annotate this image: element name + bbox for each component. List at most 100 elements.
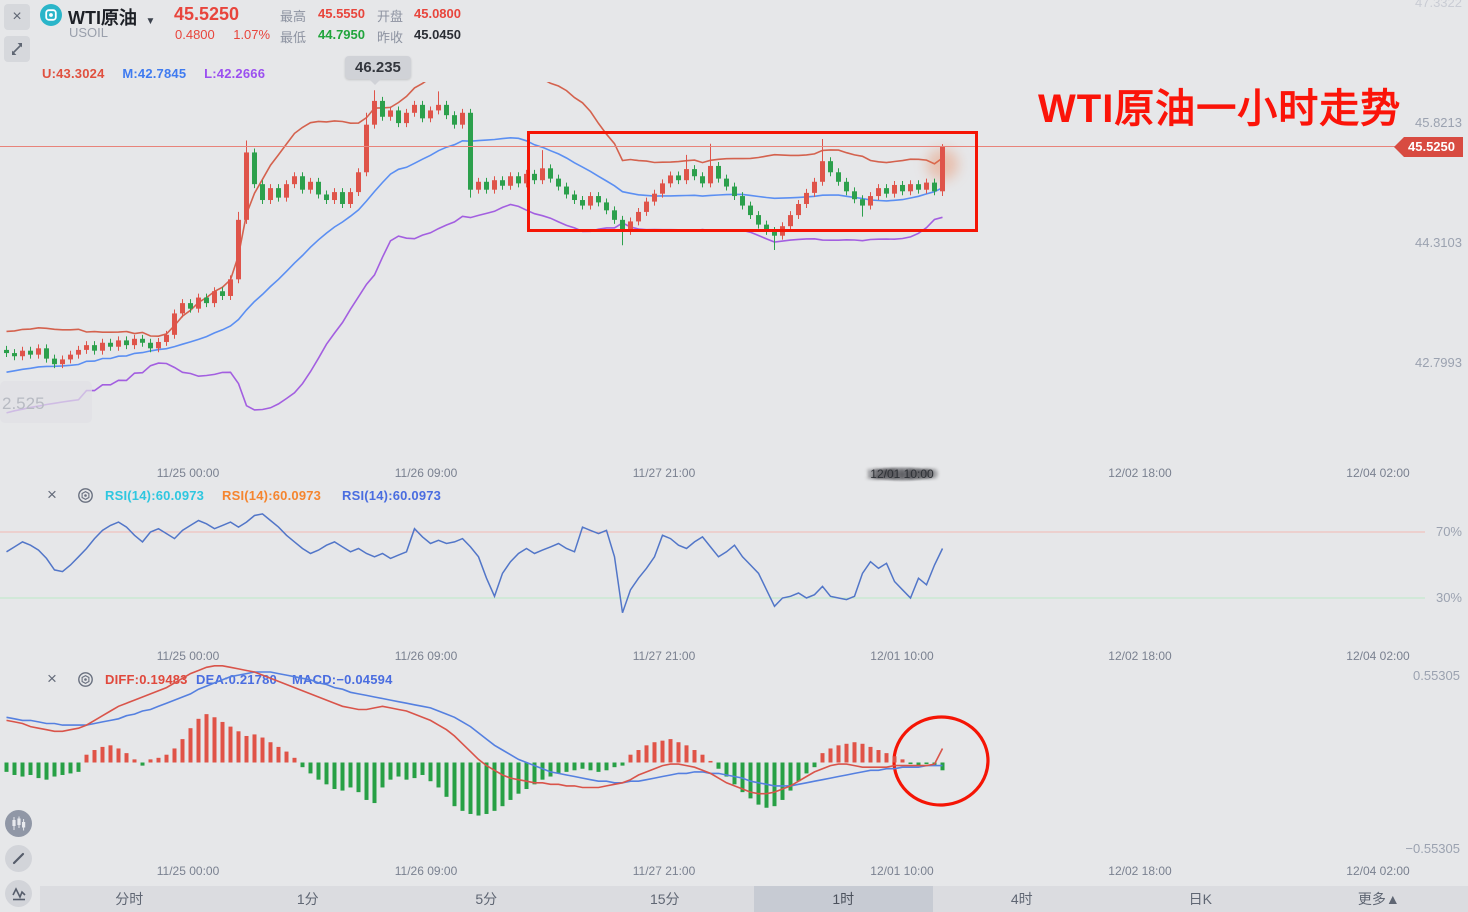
timeframe-3[interactable]: 5分 bbox=[475, 891, 498, 907]
timeframe-7[interactable]: 日K bbox=[1188, 891, 1212, 907]
macd-histogram-bar bbox=[780, 762, 785, 800]
macd-settings-button[interactable] bbox=[77, 671, 94, 693]
macd-histogram-bar bbox=[20, 762, 25, 777]
candle-body bbox=[364, 124, 369, 173]
candle-body bbox=[124, 340, 129, 346]
candle-body bbox=[140, 338, 145, 343]
candle-body bbox=[460, 112, 465, 125]
candle-body bbox=[812, 181, 817, 193]
macd-histogram-bar bbox=[516, 762, 521, 794]
macd-histogram-bar bbox=[636, 750, 641, 763]
timeframe-8[interactable]: 更多▲ bbox=[1357, 891, 1400, 907]
macd-histogram-bar bbox=[356, 762, 361, 793]
macd-histogram-bar bbox=[812, 762, 817, 768]
pulse-line-icon bbox=[11, 886, 26, 900]
candle-body bbox=[412, 104, 417, 113]
timeframe-5[interactable]: 1时 bbox=[832, 891, 855, 907]
indicator-button[interactable] bbox=[5, 880, 32, 907]
candle-body bbox=[452, 115, 457, 125]
candle-body bbox=[420, 104, 425, 119]
time-label: 11/26 09:00 bbox=[394, 864, 458, 878]
timeframe-4[interactable]: 15分 bbox=[649, 891, 680, 907]
time-label: 12/02 18:00 bbox=[1108, 466, 1172, 480]
candle-body bbox=[516, 176, 521, 184]
macd-close-button[interactable]: × bbox=[47, 669, 57, 688]
time-label: 11/25 00:00 bbox=[156, 649, 220, 663]
rsi-settings-button[interactable] bbox=[77, 487, 94, 509]
candle-body bbox=[308, 181, 313, 190]
candle-body bbox=[28, 350, 33, 355]
macd-histogram-bar bbox=[180, 739, 185, 763]
timeframe-1[interactable]: 分时 bbox=[115, 891, 144, 907]
timeframe-2[interactable]: 1分 bbox=[296, 891, 319, 907]
time-label: 11/26 09:00 bbox=[394, 649, 458, 663]
annotation-title: WTI原油一小时走势 bbox=[1038, 87, 1402, 131]
draw-tool-button[interactable] bbox=[5, 845, 32, 872]
candle-body bbox=[636, 211, 641, 222]
macd-histogram-bar bbox=[548, 762, 553, 777]
macd-histogram-bar bbox=[684, 745, 689, 763]
macd-diff-line bbox=[6, 665, 944, 795]
chart-type-button[interactable] bbox=[5, 810, 32, 837]
macd-histogram-bar bbox=[732, 762, 737, 785]
stat-label: 开盘 bbox=[377, 9, 404, 24]
candle-body bbox=[932, 182, 937, 192]
candle-body bbox=[772, 230, 777, 236]
symbol-title-group[interactable]: WTI原油 ▼ bbox=[68, 4, 155, 30]
candle-body bbox=[116, 340, 121, 347]
bollinger-legend: U:43.3024 M:42.7845 L:42.2666 bbox=[42, 66, 265, 81]
candle-body bbox=[708, 165, 713, 184]
candle-body bbox=[924, 182, 929, 190]
bollinger-band-line bbox=[6, 136, 943, 373]
candle-body bbox=[164, 334, 169, 342]
time-label: 12/02 18:00 bbox=[1108, 864, 1172, 878]
macd-histogram-bar bbox=[28, 762, 33, 775]
macd-histogram-bar bbox=[460, 762, 465, 811]
macd-histogram-bar bbox=[716, 762, 721, 769]
macd-histogram-bar bbox=[580, 762, 585, 769]
macd-axis-label: 0.55305 bbox=[1413, 668, 1460, 683]
macd-histogram-bar bbox=[940, 762, 945, 771]
time-label: 11/26 09:00 bbox=[394, 466, 458, 480]
annotation-circle bbox=[892, 715, 990, 807]
change-value: 0.4800 bbox=[175, 27, 215, 42]
stat-label: 最高 bbox=[280, 9, 307, 24]
macd-histogram-bar bbox=[268, 742, 273, 763]
candle-body bbox=[92, 345, 97, 351]
timeframe-toolbar: 分时 1分 5分 15分 1时 4时 日K 更多▲ bbox=[40, 886, 1468, 912]
rsi-close-button[interactable]: × bbox=[47, 485, 57, 504]
macd-histogram-bar bbox=[148, 759, 153, 763]
close-chart-button[interactable]: × bbox=[4, 4, 30, 30]
macd-histogram-bar bbox=[828, 748, 833, 763]
macd-histogram-bar bbox=[156, 757, 161, 763]
collapse-chart-button[interactable] bbox=[4, 36, 30, 62]
candle-body bbox=[860, 199, 865, 206]
candle-body bbox=[68, 354, 73, 360]
timeframe-6[interactable]: 4时 bbox=[1010, 891, 1033, 907]
candle-body bbox=[4, 349, 9, 354]
candle-body bbox=[556, 178, 561, 187]
macd-histogram-bar bbox=[884, 753, 889, 763]
macd-chart[interactable] bbox=[0, 658, 1468, 858]
time-label: 12/01 10:00 bbox=[865, 466, 939, 482]
candle-body bbox=[260, 184, 265, 201]
macd-histogram-bar bbox=[276, 746, 281, 763]
candle-body bbox=[796, 203, 801, 216]
macd-histogram-bar bbox=[532, 762, 537, 785]
candle-body bbox=[20, 350, 25, 357]
candle-body bbox=[172, 313, 177, 335]
macd-histogram-bar bbox=[68, 762, 73, 774]
candle-body bbox=[316, 181, 321, 195]
candle-body bbox=[44, 348, 49, 359]
candle-body bbox=[684, 169, 689, 181]
rsi-legend-item: RSI(14):60.0973 bbox=[222, 488, 322, 503]
rsi-chart[interactable] bbox=[0, 505, 1468, 645]
macd-histogram-bar bbox=[660, 740, 665, 763]
main-candlestick-chart[interactable] bbox=[0, 82, 1468, 462]
price-axis-label: 45.8213 bbox=[1415, 115, 1462, 130]
ghost-tooltip bbox=[0, 381, 92, 423]
macd-histogram-bar bbox=[604, 762, 609, 771]
change-percent: 1.07% bbox=[233, 27, 271, 42]
candle-body bbox=[844, 181, 849, 192]
